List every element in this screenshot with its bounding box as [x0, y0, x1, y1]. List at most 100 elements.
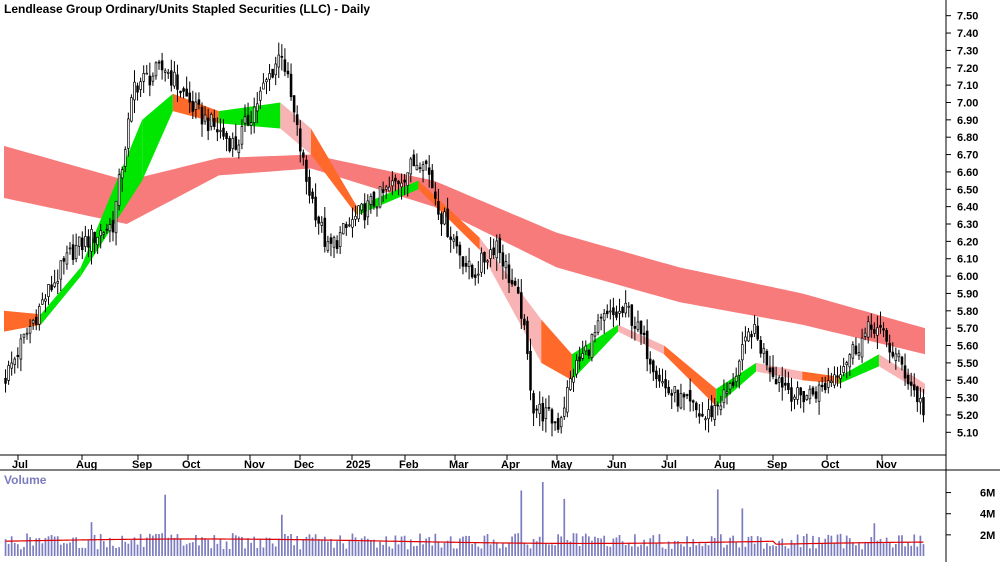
volume-bar	[646, 546, 649, 556]
volume-bar	[142, 546, 145, 556]
short-band-segment-bull	[142, 93, 173, 181]
volume-bar	[864, 541, 866, 556]
candle-down	[814, 391, 818, 399]
volume-bar	[455, 548, 458, 556]
candle-down	[698, 413, 701, 417]
time-tick-label: Dec	[294, 459, 314, 471]
volume-bar	[842, 548, 845, 556]
candle-up	[919, 397, 922, 403]
volume-bar	[35, 538, 38, 556]
candle-down	[105, 228, 109, 231]
volume-bar	[311, 537, 314, 556]
volume-bar	[121, 535, 124, 556]
price-tick-label: 7.10	[957, 80, 978, 92]
volume-bar	[99, 534, 102, 556]
candle-up	[348, 224, 351, 227]
volume-bar	[139, 534, 142, 556]
volume-bar	[535, 541, 538, 556]
candle-up	[833, 374, 836, 386]
candle-down	[412, 154, 416, 167]
volume-bar	[581, 536, 584, 556]
candle-up	[237, 144, 241, 154]
candle-down	[170, 70, 173, 86]
candle-up	[627, 305, 631, 308]
candle-down	[424, 160, 428, 165]
candle-up	[357, 205, 360, 220]
short-band-segment-weak	[280, 102, 311, 155]
short-band-segment-bull	[218, 102, 281, 129]
volume-bar	[824, 538, 827, 556]
candle-up	[139, 81, 142, 90]
volume-bar	[627, 543, 630, 556]
candle-down	[587, 349, 591, 356]
candle-up	[378, 186, 382, 208]
volume-bar	[342, 543, 345, 556]
volume-bar	[185, 544, 188, 556]
volume-bar	[216, 543, 219, 556]
time-tick-label: Aug	[714, 459, 735, 471]
volume-bar	[489, 544, 492, 556]
volume-bar	[913, 534, 916, 556]
candle-up	[713, 405, 716, 420]
candle-down	[615, 311, 618, 318]
price-tick-label: 5.60	[957, 341, 978, 353]
volume-bar	[502, 542, 504, 556]
candle-down	[311, 191, 314, 199]
candle-up	[274, 63, 277, 76]
candle-up	[108, 224, 112, 232]
candle-up	[265, 79, 268, 83]
volume-bar	[198, 545, 200, 556]
candle-down	[498, 237, 502, 254]
candle-up	[28, 326, 32, 334]
candle-down	[81, 237, 84, 251]
volume-bar	[317, 539, 320, 556]
candle-up	[894, 353, 898, 361]
candle-up	[38, 306, 41, 325]
candle-down	[308, 176, 311, 196]
volume-bar	[901, 535, 903, 556]
price-tick-label: 5.50	[957, 358, 978, 370]
candle-down	[473, 274, 477, 278]
candle-down	[526, 320, 529, 354]
volume-bar	[560, 536, 563, 556]
candle-down	[695, 402, 698, 411]
candle-down	[34, 316, 38, 325]
candle-down	[787, 382, 790, 390]
candle-down	[188, 92, 192, 103]
candle-up	[602, 313, 606, 321]
candle-down	[710, 405, 713, 418]
candle-down	[547, 407, 551, 409]
volume-bar	[885, 537, 888, 556]
volume-bar	[855, 545, 857, 556]
volume-bar	[44, 538, 47, 556]
volume-bar	[296, 536, 299, 556]
candle-down	[645, 330, 649, 360]
price-tick-label: 5.20	[957, 410, 978, 422]
short-band-segment-bull	[357, 180, 419, 216]
volume-bar	[680, 544, 682, 556]
volume-bar	[293, 545, 295, 556]
candle-up	[351, 219, 354, 228]
volume-bar	[870, 537, 873, 556]
candle-up	[741, 344, 744, 361]
candle-up	[231, 138, 234, 149]
candle-down	[483, 252, 486, 263]
time-tick-label: Apr	[501, 459, 521, 471]
volume-bar	[563, 498, 566, 556]
candle-up	[400, 182, 403, 188]
candle-up	[114, 200, 118, 234]
volume-bar	[41, 543, 44, 556]
volume-bar	[529, 548, 532, 556]
candle-down	[750, 333, 753, 338]
volume-bar	[148, 533, 151, 556]
volume-bar	[879, 538, 882, 556]
volume-bar	[621, 541, 624, 556]
candle-up	[572, 376, 575, 383]
candle-up	[145, 72, 149, 75]
candle-down	[292, 95, 296, 113]
candle-down	[458, 244, 462, 256]
volume-bar	[667, 541, 670, 556]
candle-up	[41, 299, 44, 305]
volume-bar	[290, 533, 292, 556]
volume-bar	[96, 549, 99, 556]
